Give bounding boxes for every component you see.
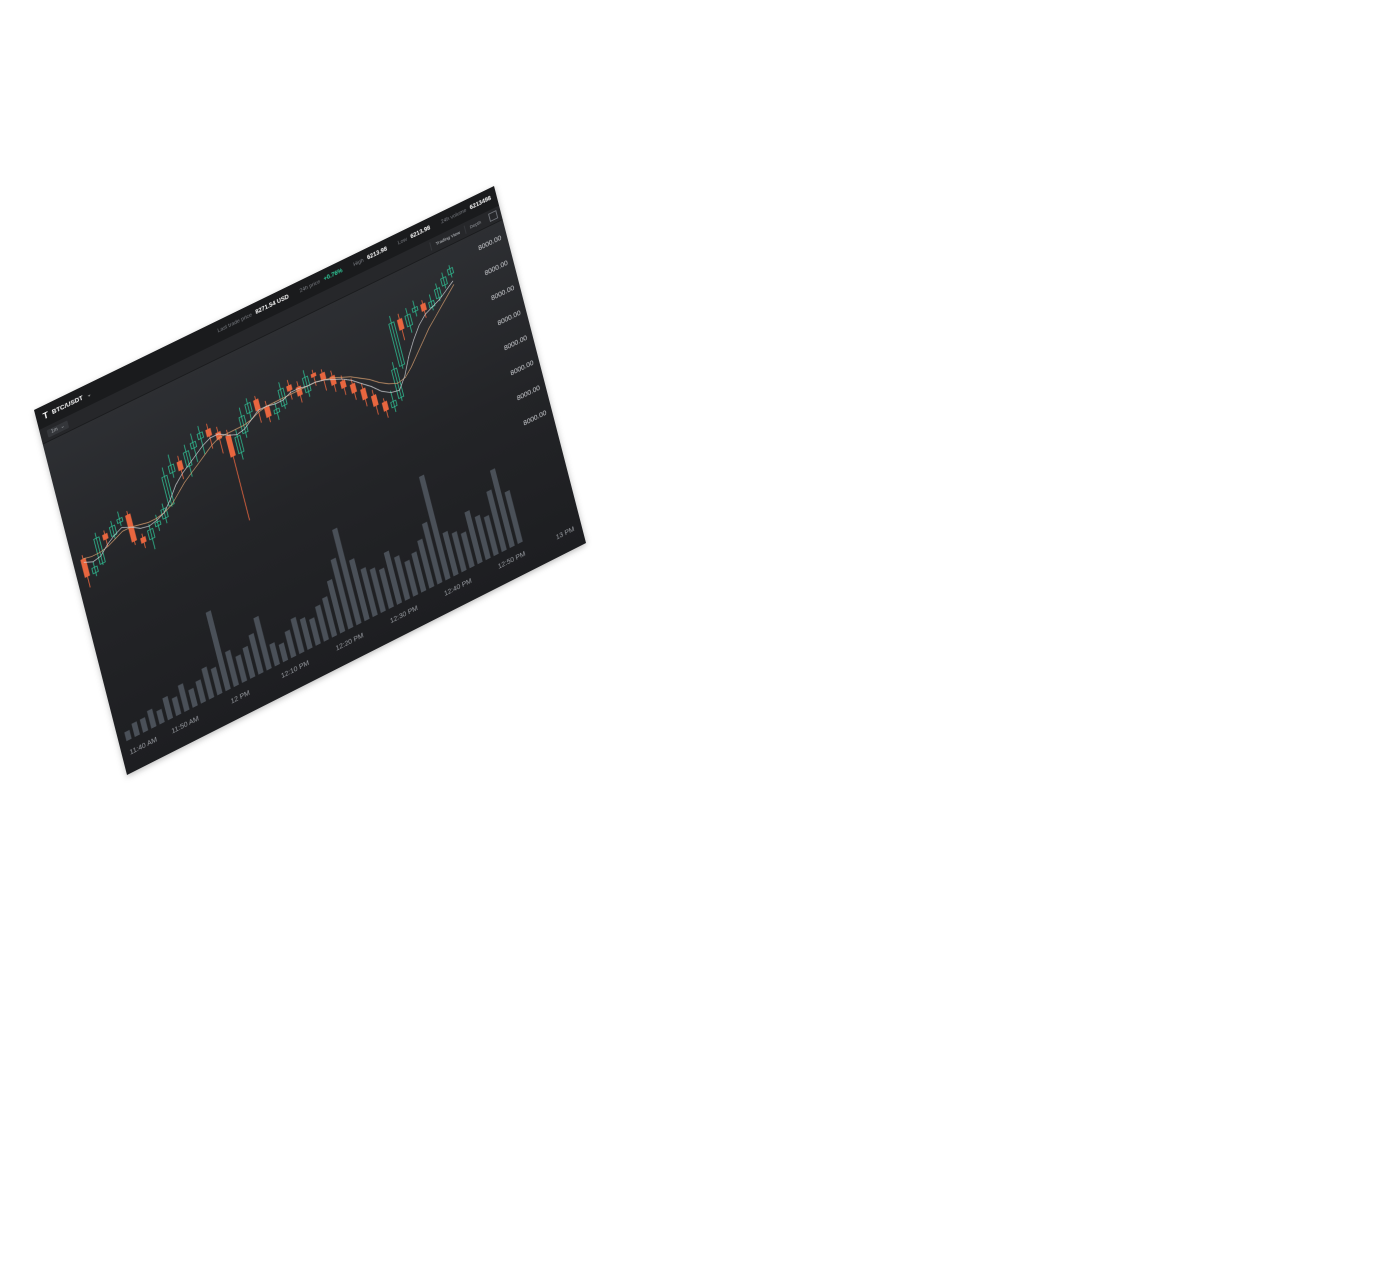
- candle-body-down: [102, 533, 109, 541]
- stat-value: 6213.98: [410, 225, 431, 240]
- chevron-down-icon: ⌄: [60, 423, 65, 430]
- y-tick-label: 8000.00: [510, 360, 535, 378]
- candle-wick: [149, 524, 155, 549]
- candle-body-down: [215, 431, 222, 441]
- candle-wick: [275, 402, 280, 420]
- candle-body-down: [80, 558, 90, 578]
- candle-wick: [392, 362, 402, 401]
- fullscreen-icon[interactable]: [488, 210, 498, 222]
- candle-body-down: [225, 434, 236, 458]
- y-tick-label: 8000.00: [484, 260, 509, 278]
- x-tick-label: 11:50 AM: [171, 715, 200, 735]
- candle-body-down: [420, 302, 427, 311]
- candle-body-down: [371, 394, 379, 407]
- volume-bar: [172, 696, 182, 716]
- volume-bar: [188, 688, 198, 708]
- candle-wick: [449, 265, 452, 277]
- candle-body-down: [397, 318, 405, 331]
- volume-bar: [140, 717, 148, 733]
- candle-body-down: [311, 372, 317, 378]
- y-tick-label: 8000.00: [497, 310, 522, 328]
- stat-value: +0.76%: [323, 268, 343, 283]
- candle-wick: [246, 398, 251, 419]
- candle-body-down: [205, 428, 212, 438]
- x-tick-label: 12:40 PM: [444, 578, 473, 598]
- brand-logo-icon: T: [42, 410, 49, 422]
- chevron-down-icon: ⌄: [86, 390, 92, 399]
- candle-wick: [198, 426, 205, 454]
- stat-label: Low: [397, 237, 407, 247]
- stat-value: 6213.98: [367, 246, 388, 261]
- candle-wick: [406, 308, 412, 333]
- interval-label: 1m: [50, 426, 58, 435]
- x-tick-label: 12:20 PM: [335, 632, 364, 652]
- volume-bar: [156, 709, 164, 725]
- x-tick-label: 11:40 AM: [129, 736, 158, 756]
- volume-bar: [279, 642, 289, 662]
- volume-bar: [269, 642, 280, 666]
- y-tick-label: 8000.00: [504, 335, 529, 353]
- stat-value: 6213498: [469, 196, 491, 212]
- y-tick-label: 8000.00: [491, 285, 516, 303]
- volume-bar: [124, 730, 131, 741]
- trading-panel: T BTC/USDT ⌄ Last trade price 8271.54 US…: [34, 186, 586, 775]
- volume-bar: [162, 696, 173, 720]
- candle-body-down: [350, 383, 357, 394]
- x-tick-label: 12:30 PM: [390, 605, 419, 625]
- candle-body-down: [176, 460, 183, 471]
- stat-label: 24h price: [299, 279, 321, 294]
- candle-body-down: [329, 375, 336, 386]
- volume-bar: [131, 721, 139, 737]
- stat-label: High: [353, 258, 365, 268]
- x-tick-label: 12 PM: [230, 690, 251, 706]
- y-tick-label: 8000.00: [523, 410, 548, 428]
- candle-body-down: [286, 384, 292, 392]
- candle-wick: [279, 382, 286, 409]
- x-tick-label: 12:50 PM: [497, 551, 526, 571]
- candle-body-down: [140, 536, 146, 544]
- x-tick-label: 13 PM: [555, 526, 575, 542]
- y-tick-label: 8000.00: [516, 385, 541, 403]
- candle-body-down: [340, 380, 347, 390]
- volume-bar: [195, 679, 206, 703]
- volume-bar: [147, 709, 157, 729]
- x-tick-label: 12:10 PM: [281, 660, 310, 680]
- candle-body-down: [360, 387, 368, 400]
- candle-body-down: [382, 401, 389, 412]
- y-tick-label: 8000.00: [478, 235, 503, 253]
